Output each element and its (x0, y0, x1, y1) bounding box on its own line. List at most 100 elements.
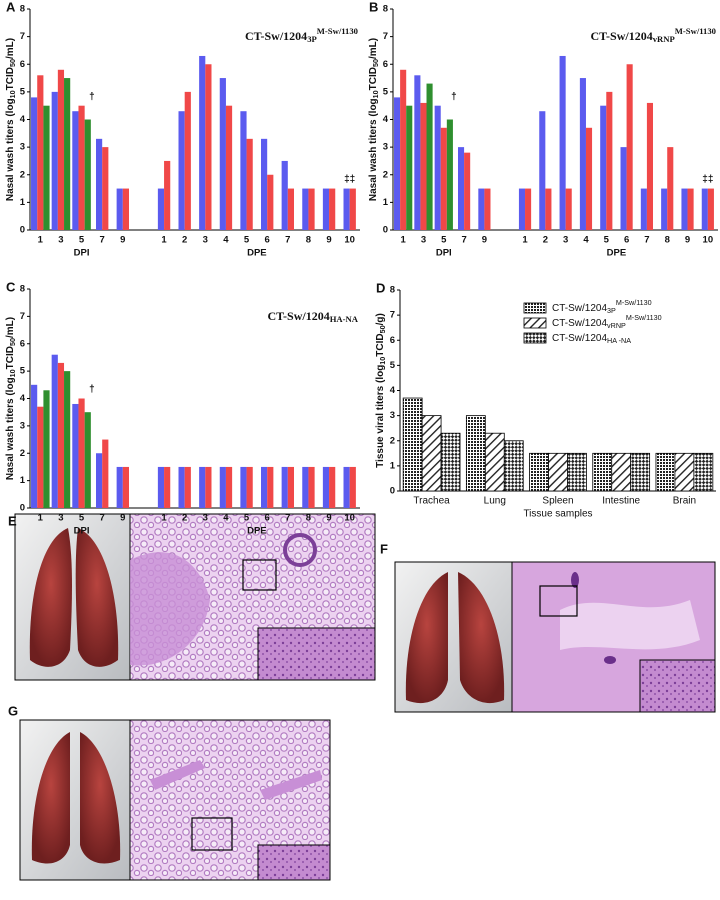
bar (626, 64, 633, 230)
x-tick-label: 4 (223, 235, 229, 246)
x-tick-label: 8 (306, 513, 311, 524)
annotation: † (89, 91, 95, 102)
bar (308, 188, 315, 230)
bar (219, 466, 226, 508)
x-group-label: DPI (436, 248, 452, 259)
bar (122, 188, 129, 230)
text-text: CT-Sw/1204 (552, 318, 607, 329)
y-tick-label: 2 (383, 169, 388, 180)
bar (349, 188, 356, 230)
x-tick-label: 10 (703, 235, 714, 246)
x-tick-label: 7 (461, 235, 466, 246)
bar (308, 466, 315, 508)
x-tick-label: 4 (583, 235, 589, 246)
bar (630, 452, 651, 492)
bar (701, 188, 708, 230)
y-axis-label: Nasal wash titers (log10TCID50/mL) (5, 38, 17, 201)
bar (246, 466, 253, 508)
y-tick-label: 8 (20, 4, 25, 15)
bar (421, 415, 442, 492)
x-tick-label: 1 (38, 513, 44, 524)
bar (281, 160, 288, 230)
bar (592, 452, 613, 492)
y-tick-label: 6 (383, 59, 388, 70)
bar (329, 466, 336, 508)
bar (261, 138, 268, 230)
panel-label: F (380, 541, 388, 556)
text-text: CT-Sw/1204 (552, 333, 607, 344)
text-sub: vRNP (653, 34, 676, 44)
bar (440, 432, 461, 492)
bar (478, 188, 485, 230)
y-tick-label: 4 (20, 393, 26, 404)
bar (157, 188, 165, 230)
bar (37, 75, 44, 230)
x-tick-label: 6 (265, 235, 270, 246)
x-tick-label: 2 (543, 235, 548, 246)
bar (655, 452, 676, 492)
y-tick-label: 7 (390, 310, 395, 321)
bar (57, 69, 65, 231)
bar (414, 75, 421, 230)
y-tick-label: 5 (20, 86, 26, 97)
y-axis-label: Tissue viral titers (log10TCID50/g) (375, 313, 387, 468)
bar (539, 111, 546, 230)
text-sub: 10 (378, 357, 387, 365)
bar (420, 102, 427, 230)
text-sub: HA-NA (330, 314, 359, 324)
y-tick-label: 7 (20, 311, 25, 322)
bar (611, 452, 632, 492)
bar (96, 453, 103, 508)
bar (667, 147, 674, 230)
bar (707, 188, 714, 230)
x-tick-label: 7 (285, 235, 290, 246)
bar (122, 466, 129, 508)
text-text: /mL) (5, 38, 16, 59)
y-tick-label: 5 (383, 86, 389, 97)
bar (464, 152, 471, 230)
x-tick-label: 7 (285, 513, 290, 524)
bar (458, 147, 465, 230)
bar (116, 466, 123, 508)
bar (267, 466, 274, 508)
text-sub: 3P (307, 34, 317, 44)
bar (349, 466, 356, 508)
x-tick-label: 9 (326, 513, 331, 524)
bar (72, 111, 79, 230)
x-tick-label: 2 (182, 513, 187, 524)
legend-swatch (523, 332, 547, 344)
y-tick-label: 0 (383, 225, 388, 236)
y-axis-label: Nasal wash titers (log10TCID50/mL) (368, 38, 380, 201)
x-tick-label: Lung (484, 496, 506, 507)
x-tick-label: Intestine (602, 496, 640, 507)
x-tick-label: 7 (100, 235, 105, 246)
bar (64, 371, 71, 508)
text-sup: M-Sw/1130 (317, 26, 358, 36)
bar (31, 97, 38, 231)
y-tick-label: 2 (390, 435, 395, 446)
x-tick-label: 9 (482, 235, 487, 246)
x-tick-label: 3 (203, 235, 208, 246)
bar (51, 354, 58, 508)
x-tick-label: 3 (58, 235, 63, 246)
annotation: ‡‡ (702, 174, 713, 185)
x-tick-label: 5 (441, 235, 447, 246)
bar (503, 440, 524, 492)
text-text: TCID (5, 346, 16, 369)
x-group-label: DPI (74, 526, 90, 537)
y-tick-label: 8 (390, 285, 395, 296)
bar (585, 127, 593, 230)
text-sub: 50 (8, 59, 17, 67)
y-tick-label: 5 (20, 366, 26, 377)
y-tick-label: 1 (383, 197, 389, 208)
bar (693, 452, 714, 492)
bar (178, 466, 185, 508)
text-sub: 10 (371, 90, 380, 98)
y-tick-label: 4 (20, 114, 26, 125)
bar (78, 398, 85, 508)
text-text: /mL) (368, 38, 379, 59)
bar (567, 452, 587, 492)
x-group-label: DPE (607, 248, 627, 259)
y-tick-label: 1 (20, 475, 26, 486)
panel-label: B (369, 0, 378, 14)
